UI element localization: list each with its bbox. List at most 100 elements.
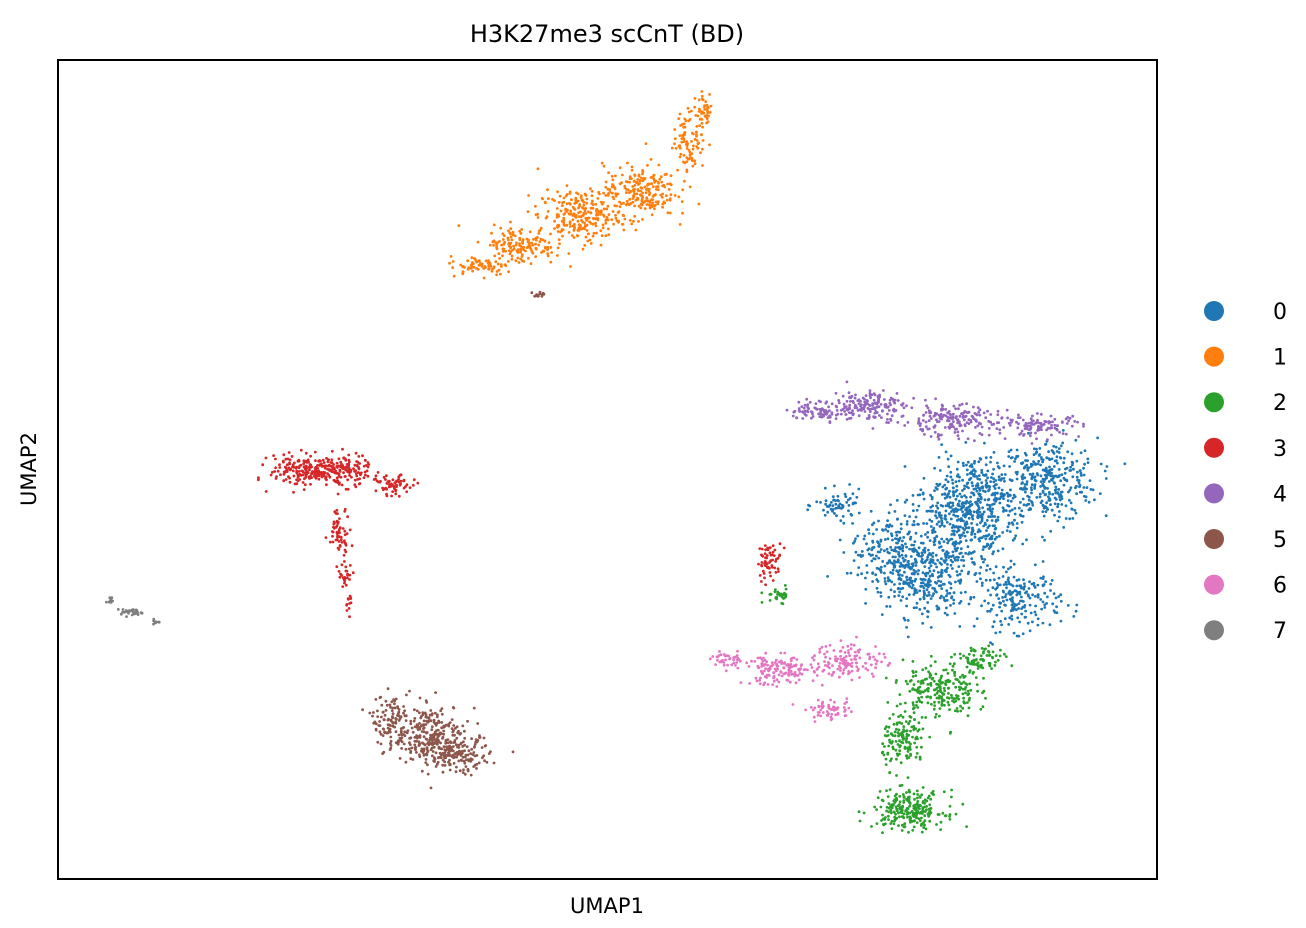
scatter-point-cluster-3 <box>391 490 394 493</box>
scatter-point-cluster-0 <box>832 498 836 502</box>
scatter-point-cluster-4 <box>893 398 897 402</box>
scatter-point-cluster-3 <box>347 607 351 610</box>
scatter-point-cluster-3 <box>348 615 351 619</box>
scatter-point-cluster-3 <box>347 453 351 457</box>
scatter-point-cluster-1 <box>510 254 514 258</box>
scatter-point-cluster-0 <box>965 526 968 530</box>
scatter-point-cluster-0 <box>1025 504 1028 507</box>
scatter-point-cluster-1 <box>697 202 701 206</box>
scatter-point-cluster-1 <box>528 244 532 248</box>
scatter-point-cluster-2 <box>941 811 945 815</box>
scatter-point-cluster-0 <box>991 524 995 528</box>
scatter-point-cluster-3 <box>768 571 772 574</box>
scatter-point-cluster-0 <box>944 478 948 481</box>
scatter-point-cluster-4 <box>835 409 839 412</box>
scatter-point-cluster-0 <box>957 565 961 568</box>
scatter-point-cluster-0 <box>1015 526 1019 530</box>
scatter-point-cluster-0 <box>909 555 913 558</box>
scatter-point-cluster-4 <box>1011 418 1014 422</box>
scatter-point-cluster-0 <box>890 548 894 552</box>
scatter-point-cluster-0 <box>851 522 854 525</box>
scatter-point-cluster-0 <box>1007 623 1011 626</box>
scatter-point-cluster-0 <box>939 514 943 517</box>
scatter-point-cluster-4 <box>1046 438 1049 442</box>
scatter-point-cluster-6 <box>800 672 804 676</box>
scatter-point-cluster-1 <box>622 228 626 232</box>
scatter-point-cluster-0 <box>1063 471 1067 475</box>
scatter-point-cluster-3 <box>347 464 351 468</box>
scatter-point-cluster-1 <box>677 144 681 148</box>
scatter-point-cluster-0 <box>888 605 892 608</box>
scatter-point-cluster-1 <box>694 130 698 134</box>
scatter-point-cluster-1 <box>518 236 522 240</box>
scatter-point-cluster-0 <box>907 563 911 566</box>
scatter-point-cluster-4 <box>843 410 846 413</box>
scatter-point-cluster-0 <box>1027 431 1030 435</box>
scatter-point-cluster-1 <box>536 216 540 219</box>
scatter-point-cluster-1 <box>604 194 608 197</box>
scatter-point-cluster-0 <box>1002 565 1005 569</box>
scatter-point-cluster-0 <box>1006 492 1010 496</box>
scatter-point-cluster-0 <box>1028 629 1032 633</box>
scatter-point-cluster-5 <box>373 720 377 724</box>
scatter-point-cluster-1 <box>658 177 662 181</box>
scatter-point-cluster-5 <box>404 719 408 722</box>
scatter-point-cluster-0 <box>1006 499 1010 502</box>
scatter-point-cluster-4 <box>919 422 922 425</box>
scatter-point-cluster-3 <box>302 488 306 491</box>
scatter-point-cluster-0 <box>1053 502 1057 506</box>
scatter-point-cluster-5 <box>424 737 428 741</box>
scatter-point-cluster-0 <box>945 520 949 524</box>
scatter-point-cluster-0 <box>911 583 915 587</box>
scatter-point-cluster-0 <box>872 545 876 549</box>
scatter-point-cluster-6 <box>782 672 786 676</box>
scatter-point-cluster-2 <box>974 676 978 679</box>
scatter-point-cluster-1 <box>661 202 665 206</box>
scatter-point-cluster-5 <box>424 713 428 717</box>
scatter-point-cluster-2 <box>879 805 883 809</box>
scatter-point-cluster-0 <box>963 501 966 505</box>
scatter-point-cluster-0 <box>943 496 947 500</box>
scatter-point-cluster-1 <box>596 197 600 200</box>
scatter-point-cluster-0 <box>891 568 895 572</box>
scatter-point-cluster-5 <box>390 709 394 713</box>
scatter-point-cluster-0 <box>994 496 997 500</box>
scatter-point-cluster-3 <box>310 476 313 479</box>
scatter-point-cluster-1 <box>690 109 693 113</box>
scatter-point-cluster-0 <box>968 478 971 481</box>
scatter-point-cluster-5 <box>447 724 451 728</box>
scatter-point-cluster-0 <box>1018 513 1022 517</box>
scatter-point-cluster-0 <box>1077 481 1081 485</box>
scatter-point-cluster-1 <box>610 218 614 222</box>
scatter-point-cluster-3 <box>292 490 295 494</box>
scatter-point-cluster-0 <box>1038 492 1042 496</box>
scatter-point-cluster-3 <box>395 479 399 483</box>
scatter-point-cluster-4 <box>954 407 957 411</box>
scatter-point-cluster-3 <box>348 528 352 532</box>
scatter-point-cluster-5 <box>449 749 452 753</box>
scatter-point-cluster-0 <box>923 560 927 564</box>
scatter-point-cluster-0 <box>1068 488 1072 492</box>
scatter-point-cluster-1 <box>690 157 694 160</box>
scatter-point-cluster-2 <box>950 795 953 799</box>
scatter-point-cluster-4 <box>844 413 848 416</box>
scatter-point-cluster-3 <box>285 468 289 472</box>
scatter-point-cluster-6 <box>766 668 770 671</box>
scatter-point-cluster-5 <box>389 724 392 727</box>
scatter-point-cluster-0 <box>1104 477 1108 480</box>
scatter-point-cluster-1 <box>594 221 597 225</box>
scatter-point-cluster-0 <box>931 555 935 558</box>
scatter-point-cluster-0 <box>956 526 960 530</box>
scatter-point-cluster-2 <box>914 670 918 674</box>
scatter-point-cluster-0 <box>1011 523 1015 526</box>
scatter-point-cluster-0 <box>958 475 961 479</box>
scatter-point-cluster-2 <box>923 819 927 822</box>
scatter-point-cluster-2 <box>919 682 923 685</box>
scatter-point-cluster-3 <box>344 583 348 587</box>
scatter-point-cluster-3 <box>361 454 364 458</box>
scatter-point-cluster-5 <box>378 730 382 734</box>
scatter-point-cluster-2 <box>935 696 939 700</box>
scatter-point-cluster-4 <box>804 409 807 413</box>
scatter-point-cluster-1 <box>519 250 522 254</box>
scatter-point-cluster-2 <box>774 588 777 591</box>
